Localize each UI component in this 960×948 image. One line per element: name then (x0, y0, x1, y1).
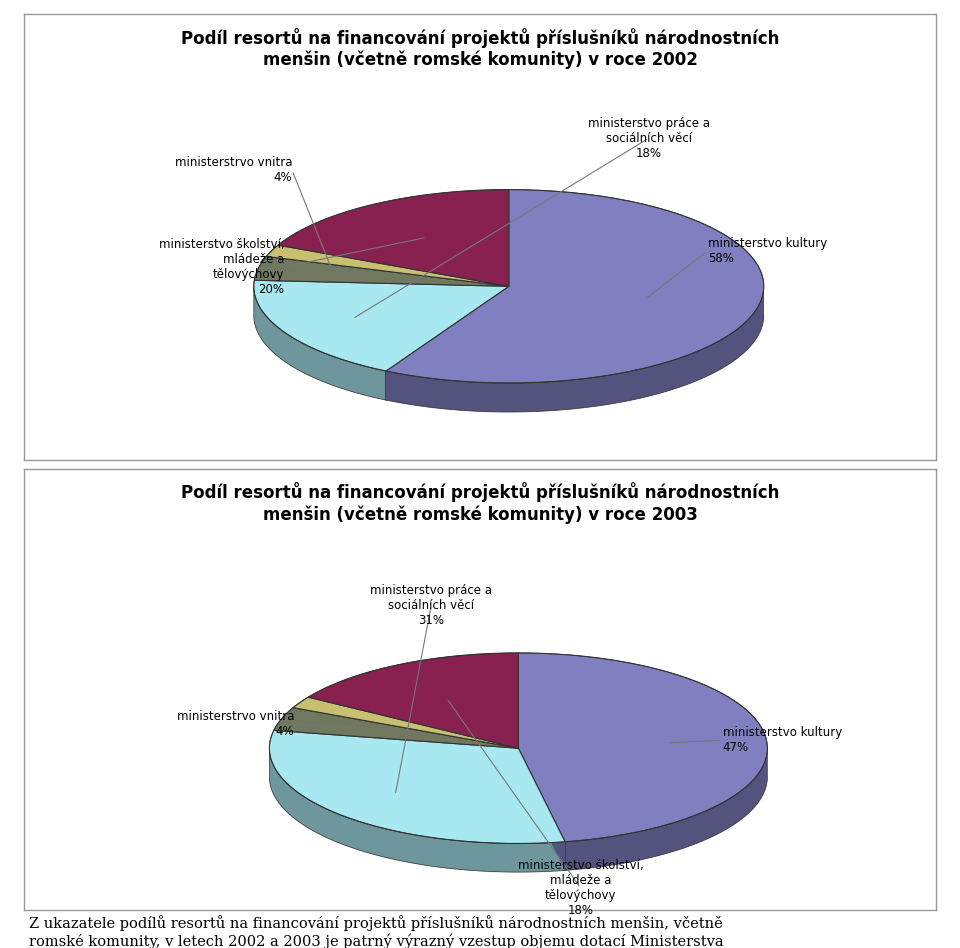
Polygon shape (386, 286, 509, 400)
Polygon shape (270, 749, 565, 872)
Text: ministerstvo práce a
sociálních věcí
18%: ministerstvo práce a sociálních věcí 18% (588, 117, 710, 159)
Polygon shape (308, 653, 518, 748)
Polygon shape (518, 653, 767, 842)
Text: ministerstvo práce a
sociálních věcí
31%: ministerstvo práce a sociálních věcí 31% (371, 584, 492, 627)
Polygon shape (253, 316, 764, 412)
Polygon shape (274, 707, 518, 748)
Text: Podíl resortů na financování projektů příslušníků národnostních
menšin (včetně r: Podíl resortů na financování projektů př… (180, 483, 780, 524)
Polygon shape (278, 190, 509, 286)
Text: ministerstvo kultury
58%: ministerstvo kultury 58% (708, 237, 827, 264)
Text: ministerstvo školství,
mládeže a
tělovýchovy
18%: ministerstvo školství, mládeže a tělovýc… (517, 859, 643, 917)
Polygon shape (293, 697, 518, 748)
Polygon shape (565, 751, 767, 870)
Text: ministerstrvo vnitra
4%: ministerstrvo vnitra 4% (177, 710, 295, 738)
Polygon shape (518, 748, 565, 870)
Polygon shape (386, 190, 764, 383)
Text: ministerstrvo vnitra
4%: ministerstrvo vnitra 4% (175, 156, 292, 184)
Text: ministerstvo školství,
mládeže a
tělovýchovy
20%: ministerstvo školství, mládeže a tělovýc… (158, 238, 284, 296)
Text: Podíl resortů na financování projektů příslušníků národnostních
menšin (včetně r: Podíl resortů na financování projektů př… (180, 27, 780, 69)
Polygon shape (518, 748, 565, 870)
Text: ministerstvo kultury
47%: ministerstvo kultury 47% (723, 726, 842, 755)
Text: Z ukazatele podílů resortů na financování projektů příslušníků národnostních men: Z ukazatele podílů resortů na financován… (29, 915, 724, 948)
Polygon shape (266, 246, 509, 286)
Polygon shape (253, 287, 386, 400)
Polygon shape (386, 290, 763, 412)
Polygon shape (386, 286, 509, 400)
Polygon shape (270, 730, 565, 844)
Polygon shape (254, 256, 509, 286)
Polygon shape (253, 281, 509, 371)
Polygon shape (270, 776, 767, 872)
